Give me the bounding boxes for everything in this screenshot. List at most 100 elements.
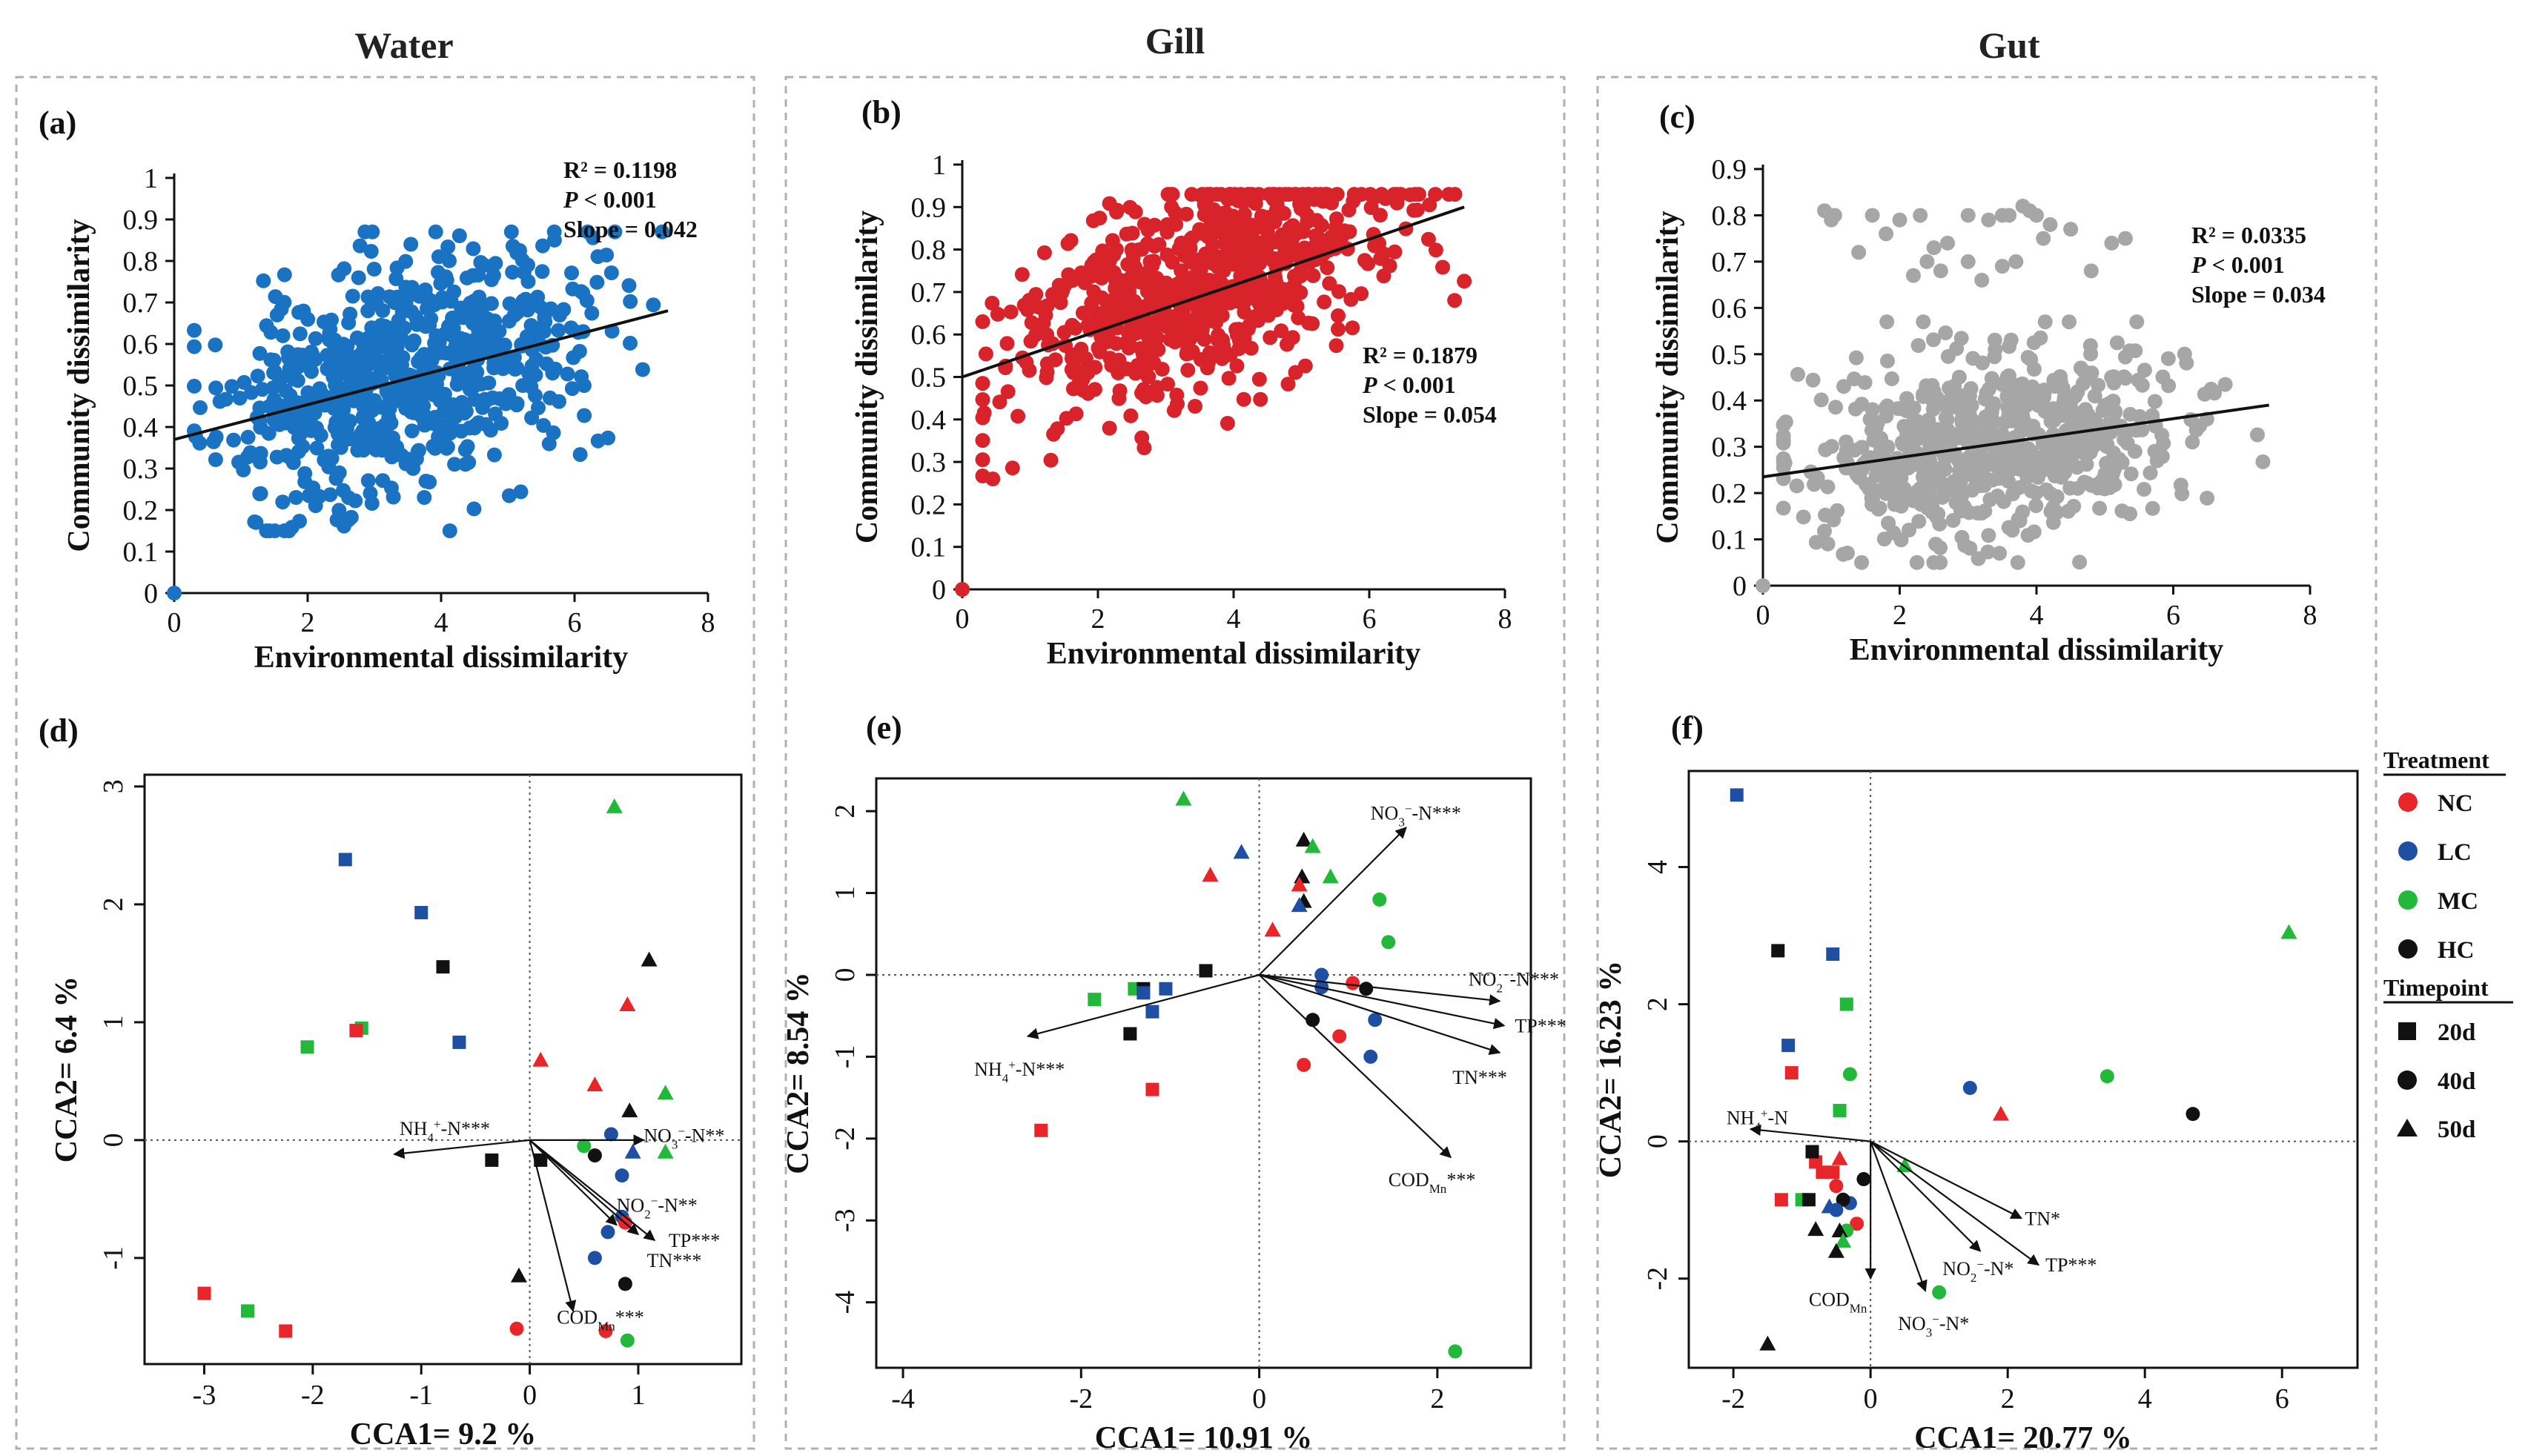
- x-axis-title: Environmental dissimilarity: [254, 641, 628, 675]
- sample-points: [1034, 790, 1463, 1359]
- data-point: [1182, 321, 1197, 337]
- data-point: [404, 304, 419, 320]
- x-tick-label: 6: [2275, 1383, 2289, 1414]
- point-nc-triangle: [1992, 1105, 2009, 1121]
- data-point: [531, 400, 546, 416]
- data-point: [357, 224, 373, 239]
- stat-p: P < 0.001: [563, 186, 657, 213]
- vector-label: NO3−-N**: [643, 1125, 724, 1152]
- point-hc-triangle: [510, 1267, 527, 1283]
- data-point: [2200, 490, 2215, 506]
- data-point: [187, 322, 202, 338]
- vector-label: NO3−-N***: [1371, 801, 1461, 829]
- data-point: [1167, 334, 1182, 350]
- data-point: [2083, 263, 2099, 279]
- y-tick-label: 1: [830, 886, 861, 900]
- data-point: [1937, 462, 1953, 477]
- data-point: [1219, 234, 1234, 249]
- data-point: [1019, 354, 1034, 370]
- data-point: [2005, 454, 2020, 470]
- x-tick-label: -3: [193, 1380, 216, 1411]
- data-point: [343, 306, 358, 322]
- data-point: [455, 310, 471, 325]
- data-point: [402, 288, 417, 303]
- data-point: [1409, 202, 1425, 218]
- data-point: [1894, 401, 1910, 417]
- data-point: [1865, 492, 1880, 508]
- legend-nc-label: NC: [2438, 790, 2473, 817]
- data-point: [1178, 335, 1194, 351]
- data-point: [1999, 388, 2015, 404]
- data-point: [2072, 555, 2088, 570]
- data-point: [566, 350, 581, 365]
- data-point: [1963, 381, 1979, 397]
- data-point: [1848, 350, 1864, 365]
- data-point: [375, 302, 391, 318]
- plot-frame: [1687, 770, 2359, 1369]
- vector-label-part: NO: [643, 1125, 672, 1147]
- data-point: [551, 322, 566, 338]
- data-point: [416, 386, 431, 402]
- vector-label-part: 3: [672, 1138, 678, 1152]
- point-mc-triangle: [1175, 790, 1192, 806]
- data-point: [300, 311, 316, 327]
- data-point: [248, 514, 264, 530]
- data-point: [1808, 535, 1824, 550]
- data-point: [478, 417, 494, 432]
- scatter-points: [955, 187, 1472, 597]
- data-point: [1341, 202, 1357, 218]
- data-point: [1274, 294, 1289, 309]
- vector-arrow: [1870, 1140, 2040, 1266]
- point-lc-square: [1136, 986, 1151, 1000]
- data-point: [1120, 325, 1136, 340]
- point-mc-triangle: [1322, 868, 1339, 884]
- data-point: [515, 378, 531, 393]
- data-point: [1287, 279, 1303, 294]
- data-point: [486, 360, 502, 376]
- data-point: [389, 443, 405, 459]
- point-mc-square: [300, 1040, 314, 1054]
- data-point: [2117, 432, 2132, 448]
- y-tick-label: -3: [830, 1208, 861, 1232]
- vector-label-part: -N***: [1016, 1059, 1065, 1080]
- vector-label-part: 4: [1754, 1119, 1761, 1134]
- y-tick-label: 0: [830, 968, 861, 982]
- data-point: [506, 308, 522, 323]
- data-point: [391, 313, 406, 328]
- data-point: [1756, 578, 1770, 593]
- data-point: [442, 253, 457, 268]
- stat-slope: Slope = 0.034: [2191, 281, 2326, 308]
- y-tick-label: 3: [98, 779, 129, 793]
- vector-label: TN***: [647, 1250, 702, 1271]
- data-point: [1376, 268, 1392, 284]
- data-point: [1959, 453, 1975, 469]
- y-tick-label: -4: [830, 1291, 861, 1314]
- x-tick-label: 0: [1864, 1383, 1878, 1414]
- y-tick-label: 0.9: [911, 192, 947, 223]
- data-point: [1810, 470, 1825, 486]
- data-point: [253, 446, 268, 461]
- data-point: [1790, 367, 1805, 382]
- data-point: [1191, 262, 1206, 277]
- data-point: [2079, 457, 2094, 472]
- data-point: [541, 436, 557, 451]
- y-tick-label: 0.1: [1712, 525, 1747, 556]
- data-point: [1108, 336, 1124, 351]
- vector-label: NH4+-N***: [400, 1117, 490, 1145]
- y-tick-label: 0.1: [911, 532, 947, 563]
- data-point: [388, 357, 403, 373]
- point-lc-square: [1159, 982, 1173, 996]
- point-hc-circle: [1856, 1172, 1871, 1187]
- data-point: [1938, 325, 1953, 340]
- data-point: [1925, 377, 1940, 393]
- y-axis-title: CCA2= 16.23 %: [1594, 961, 1628, 1178]
- point-lc-circle: [1363, 1049, 1378, 1064]
- data-point: [1043, 452, 1059, 468]
- data-point: [1024, 315, 1039, 331]
- point-lc-triangle: [624, 1143, 641, 1159]
- plot-frame: [875, 777, 1532, 1369]
- y-tick-label: 0: [144, 578, 158, 609]
- point-lc-circle: [600, 1225, 615, 1240]
- vector-label-part: NH: [400, 1118, 428, 1139]
